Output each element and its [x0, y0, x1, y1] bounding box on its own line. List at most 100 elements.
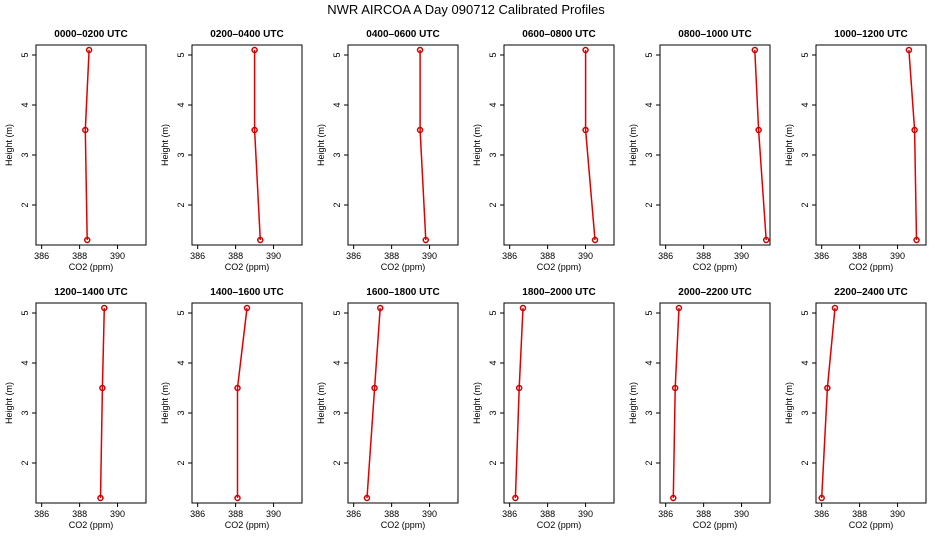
x-tick-label: 386: [658, 509, 673, 519]
profile-point: [818, 494, 825, 502]
profile-point: [251, 46, 258, 54]
y-tick-label: 5: [800, 310, 810, 315]
panel-title: 0600–0800 UTC: [522, 29, 595, 40]
profile-line: [514, 307, 524, 499]
y-tick-label: 3: [800, 410, 810, 415]
panel-title: 0400–0600 UTC: [366, 29, 439, 40]
y-tick-label: 2: [20, 460, 30, 465]
x-tick-label: 388: [384, 509, 399, 519]
y-tick-label: 5: [176, 310, 186, 315]
x-axis-label: CO2 (ppm): [381, 262, 426, 272]
x-tick-label: 386: [34, 509, 49, 519]
profile-point: [97, 494, 104, 502]
x-tick-label: 386: [502, 509, 517, 519]
x-axis-label: CO2 (ppm): [693, 520, 738, 530]
y-axis-label: Height (m): [784, 382, 794, 424]
x-axis-label: CO2 (ppm): [693, 262, 738, 272]
panel-title: 2200–2400 UTC: [834, 287, 907, 298]
x-tick-label: 388: [540, 509, 555, 519]
plot-frame: [815, 302, 927, 504]
y-axis-label: Height (m): [160, 382, 170, 424]
y-tick-label: 5: [332, 310, 342, 315]
profile-line: [236, 307, 248, 498]
profile-point: [824, 384, 831, 392]
profile-point: [99, 384, 106, 392]
x-tick-label: 388: [228, 251, 243, 261]
profile-point: [512, 494, 519, 502]
plot-frame: [659, 302, 771, 504]
profile-panel: 1800–2000 UTC 386 388 390 2 3 4 5 CO2 (ppm) Heigh…: [472, 287, 615, 530]
plot-frame: [35, 44, 147, 246]
panel-title: 1800–2000 UTC: [522, 287, 595, 298]
panel-title: 1000–1200 UTC: [834, 29, 907, 40]
profile-line: [84, 49, 90, 241]
y-axis-label: Height (m): [160, 124, 170, 166]
x-axis-label: CO2 (ppm): [537, 262, 582, 272]
profile-point: [831, 304, 839, 312]
y-axis-label: Height (m): [472, 382, 482, 424]
profile-point: [371, 384, 378, 392]
profile-point: [243, 304, 251, 312]
y-tick-label: 5: [20, 310, 30, 315]
profile-point: [755, 126, 762, 134]
profile-point: [751, 46, 759, 54]
x-tick-label: 390: [422, 251, 437, 261]
profile-panel: 1400–1600 UTC 386 388 390 2 3 4 5 CO2 (ppm) Heigh…: [160, 287, 303, 530]
y-tick-label: 3: [488, 410, 498, 415]
panel-title: 0200–0400 UTC: [210, 29, 283, 40]
y-tick-label: 4: [20, 102, 30, 107]
profile-line: [754, 49, 767, 241]
x-tick-label: 390: [422, 509, 437, 519]
y-tick-label: 4: [332, 102, 342, 107]
y-tick-label: 4: [800, 360, 810, 365]
profile-panel: 1200–1400 UTC 386 388 390 2 3 4 5 CO2 (ppm) Heigh…: [4, 287, 147, 530]
y-tick-label: 3: [20, 410, 30, 415]
y-axis-label: Height (m): [628, 124, 638, 166]
y-tick-label: 5: [800, 52, 810, 57]
plot-frame: [191, 302, 303, 504]
x-axis-label: CO2 (ppm): [69, 520, 114, 530]
profile-point: [913, 236, 920, 244]
y-tick-label: 3: [800, 152, 810, 157]
x-tick-label: 386: [814, 251, 829, 261]
x-tick-label: 386: [658, 251, 673, 261]
x-tick-label: 388: [696, 251, 711, 261]
y-tick-label: 2: [176, 202, 186, 207]
x-tick-label: 388: [852, 251, 867, 261]
y-axis-label: Height (m): [4, 124, 14, 166]
y-axis-label: Height (m): [316, 382, 326, 424]
x-tick-label: 386: [814, 509, 829, 519]
x-tick-label: 390: [110, 251, 125, 261]
plot-frame: [347, 44, 459, 246]
y-tick-label: 2: [644, 460, 654, 465]
profile-panel: 0000–0200 UTC 386 388 390 2 3 4 5 CO2 (ppm) Heigh…: [4, 29, 147, 272]
y-tick-label: 5: [332, 52, 342, 57]
y-tick-label: 3: [20, 152, 30, 157]
x-tick-label: 390: [734, 509, 749, 519]
profile-point: [422, 236, 430, 244]
profile-point: [234, 384, 241, 392]
profile-point: [582, 46, 589, 54]
x-tick-label: 390: [578, 251, 593, 261]
x-tick-label: 386: [502, 251, 517, 261]
y-tick-label: 2: [176, 460, 186, 465]
y-axis-label: Height (m): [784, 124, 794, 166]
plot-frame: [347, 302, 459, 504]
profile-point: [671, 384, 679, 392]
y-tick-label: 4: [800, 102, 810, 107]
x-tick-label: 386: [346, 251, 361, 261]
x-tick-label: 390: [266, 509, 281, 519]
profile-point: [515, 384, 523, 392]
x-tick-label: 390: [266, 251, 281, 261]
profile-point: [675, 304, 683, 312]
profile-line: [419, 50, 427, 241]
profile-point: [416, 126, 424, 134]
plot-frame: [35, 302, 147, 504]
profile-panel: 0600–0800 UTC 386 388 390 2 3 4 5 CO2 (ppm) Heigh…: [472, 29, 615, 272]
x-tick-label: 386: [190, 509, 205, 519]
x-tick-label: 388: [228, 509, 243, 519]
plot-frame: [659, 44, 771, 246]
y-tick-label: 4: [488, 102, 498, 107]
y-tick-label: 4: [488, 360, 498, 365]
y-tick-label: 4: [20, 360, 30, 365]
